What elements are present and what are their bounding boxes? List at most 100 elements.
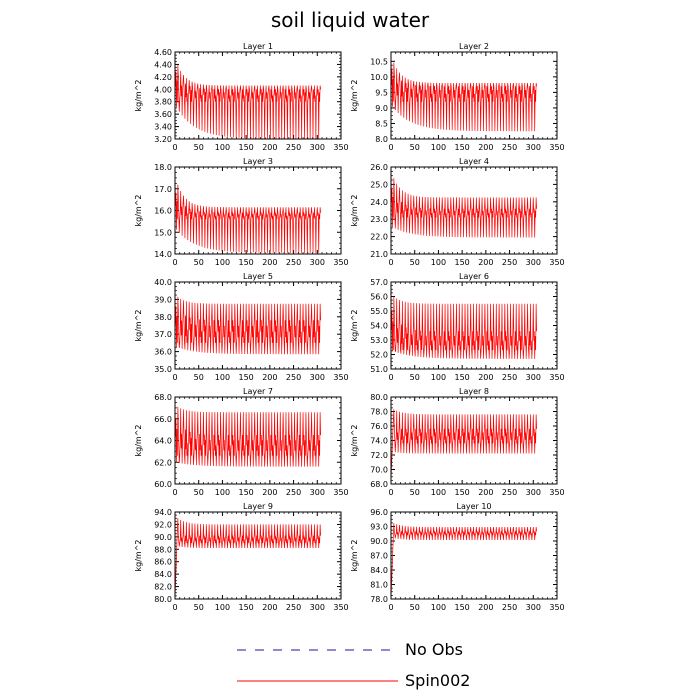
x-tick-label: 100	[431, 258, 446, 267]
series-line-spin002	[174, 56, 321, 139]
x-tick-label: 350	[549, 603, 564, 612]
y-tick-label: 25.0	[370, 180, 388, 189]
x-tick-label: 200	[478, 258, 493, 267]
y-tick-label: 8.0	[375, 135, 388, 144]
x-tick-label: 300	[310, 603, 325, 612]
panel-layer-9: Layer 9 kg/m^2 0 50 100 150 200 250 300 350 80.0 82…	[134, 502, 349, 612]
y-tick-label: 22.0	[370, 233, 388, 242]
x-tick-label: 150	[239, 488, 254, 497]
x-tick-label: 250	[502, 603, 517, 612]
y-tick-label: 38.0	[154, 313, 172, 322]
y-tick-label: 10.0	[370, 73, 388, 82]
y-tick-label: 4.00	[154, 85, 172, 94]
y-tick-label: 36.0	[154, 348, 172, 357]
x-tick-label: 300	[310, 258, 325, 267]
x-tick-label: 250	[286, 258, 301, 267]
x-tick-label: 0	[172, 373, 177, 382]
y-axis-label: kg/m^2	[134, 195, 143, 227]
y-tick-label: 81.0	[370, 581, 388, 590]
y-tick-label: 35.0	[154, 365, 172, 374]
panel-layer-1: Layer 1 kg/m^2 0 50 100 150 200 250 300 350 3.20 3.…	[134, 42, 349, 152]
x-tick-label: 50	[410, 143, 420, 152]
panel-title: Layer 6	[459, 272, 489, 281]
y-tick-label: 23.0	[370, 215, 388, 224]
plot-frame	[174, 166, 342, 255]
y-tick-label: 62.0	[154, 458, 172, 467]
y-tick-label: 84.0	[154, 570, 172, 579]
panel-layer-2: Layer 2 kg/m^2 0 50 100 150 200 250 300 350 8.0 8.5…	[350, 42, 565, 152]
x-tick-label: 0	[388, 488, 393, 497]
panel-title: Layer 5	[243, 272, 273, 281]
x-tick-label: 50	[194, 603, 204, 612]
series-line-spin002	[174, 294, 321, 355]
x-tick-label: 300	[526, 143, 541, 152]
series-line-spin002	[390, 170, 537, 238]
y-tick-label: 8.5	[375, 119, 388, 128]
y-tick-label: 9.5	[375, 88, 388, 97]
y-tick-label: 72.0	[370, 451, 388, 460]
y-tick-label: 53.0	[370, 336, 388, 345]
y-tick-label: 24.0	[370, 198, 388, 207]
y-axis-label: kg/m^2	[134, 80, 143, 112]
x-tick-label: 250	[502, 143, 517, 152]
x-tick-label: 200	[478, 603, 493, 612]
x-tick-label: 150	[455, 143, 470, 152]
x-tick-label: 100	[215, 143, 230, 152]
panel-title: Layer 4	[459, 157, 489, 166]
x-tick-label: 50	[410, 258, 420, 267]
legend-label-no-obs: No Obs	[405, 640, 463, 659]
y-tick-label: 3.60	[154, 110, 172, 119]
x-tick-label: 50	[410, 373, 420, 382]
x-tick-label: 0	[172, 488, 177, 497]
y-tick-label: 3.20	[154, 135, 172, 144]
x-tick-label: 200	[262, 143, 277, 152]
x-tick-label: 350	[333, 488, 348, 497]
series-line-spin002	[174, 518, 321, 600]
plot-frame	[390, 166, 558, 255]
y-tick-label: 92.0	[154, 520, 172, 529]
panel-layer-6: Layer 6 kg/m^2 0 50 100 150 200 250 300 350 51.0 52…	[350, 272, 565, 382]
x-tick-label: 100	[215, 373, 230, 382]
panels: Layer 1 kg/m^2 0 50 100 150 200 250 300 350 3.20 3.…	[134, 42, 565, 612]
series-line-spin002	[174, 175, 321, 253]
panel-layer-4: Layer 4 kg/m^2 0 50 100 150 200 250 300 350 21.0 22…	[350, 157, 565, 267]
x-tick-label: 250	[286, 373, 301, 382]
x-tick-label: 300	[526, 603, 541, 612]
x-tick-label: 150	[455, 488, 470, 497]
series-line-spin002	[174, 404, 321, 467]
x-tick-label: 250	[286, 488, 301, 497]
x-tick-label: 150	[455, 603, 470, 612]
series-line-spin002	[390, 293, 537, 359]
y-axis-label: kg/m^2	[350, 425, 359, 457]
x-tick-label: 0	[388, 603, 393, 612]
plot-frame	[390, 281, 558, 370]
series-line-spin002	[390, 54, 537, 132]
y-axis-label: kg/m^2	[350, 310, 359, 342]
panel-title: Layer 2	[459, 42, 489, 51]
y-axis-label: kg/m^2	[350, 540, 359, 572]
y-tick-label: 80.0	[154, 595, 172, 604]
y-tick-label: 86.0	[154, 558, 172, 567]
panel-title: Layer 10	[456, 502, 491, 511]
x-tick-label: 200	[478, 373, 493, 382]
panel-layer-7: Layer 7 kg/m^2 0 50 100 150 200 250 300 350 60.0 62…	[134, 387, 349, 497]
x-tick-label: 50	[194, 373, 204, 382]
y-tick-label: 39.0	[154, 295, 172, 304]
x-tick-label: 200	[262, 373, 277, 382]
series-line-spin002	[390, 523, 537, 600]
x-tick-label: 150	[239, 258, 254, 267]
x-tick-label: 300	[310, 373, 325, 382]
x-tick-label: 350	[333, 373, 348, 382]
x-tick-label: 350	[549, 258, 564, 267]
y-tick-label: 18.0	[154, 163, 172, 172]
x-tick-label: 100	[431, 488, 446, 497]
series-line-spin002	[390, 409, 537, 481]
y-tick-label: 55.0	[370, 307, 388, 316]
y-tick-label: 93.0	[370, 523, 388, 532]
x-tick-label: 200	[262, 258, 277, 267]
y-axis-label: kg/m^2	[134, 310, 143, 342]
x-tick-label: 350	[333, 258, 348, 267]
x-tick-label: 50	[194, 258, 204, 267]
y-tick-label: 21.0	[370, 250, 388, 259]
y-tick-label: 4.40	[154, 60, 172, 69]
